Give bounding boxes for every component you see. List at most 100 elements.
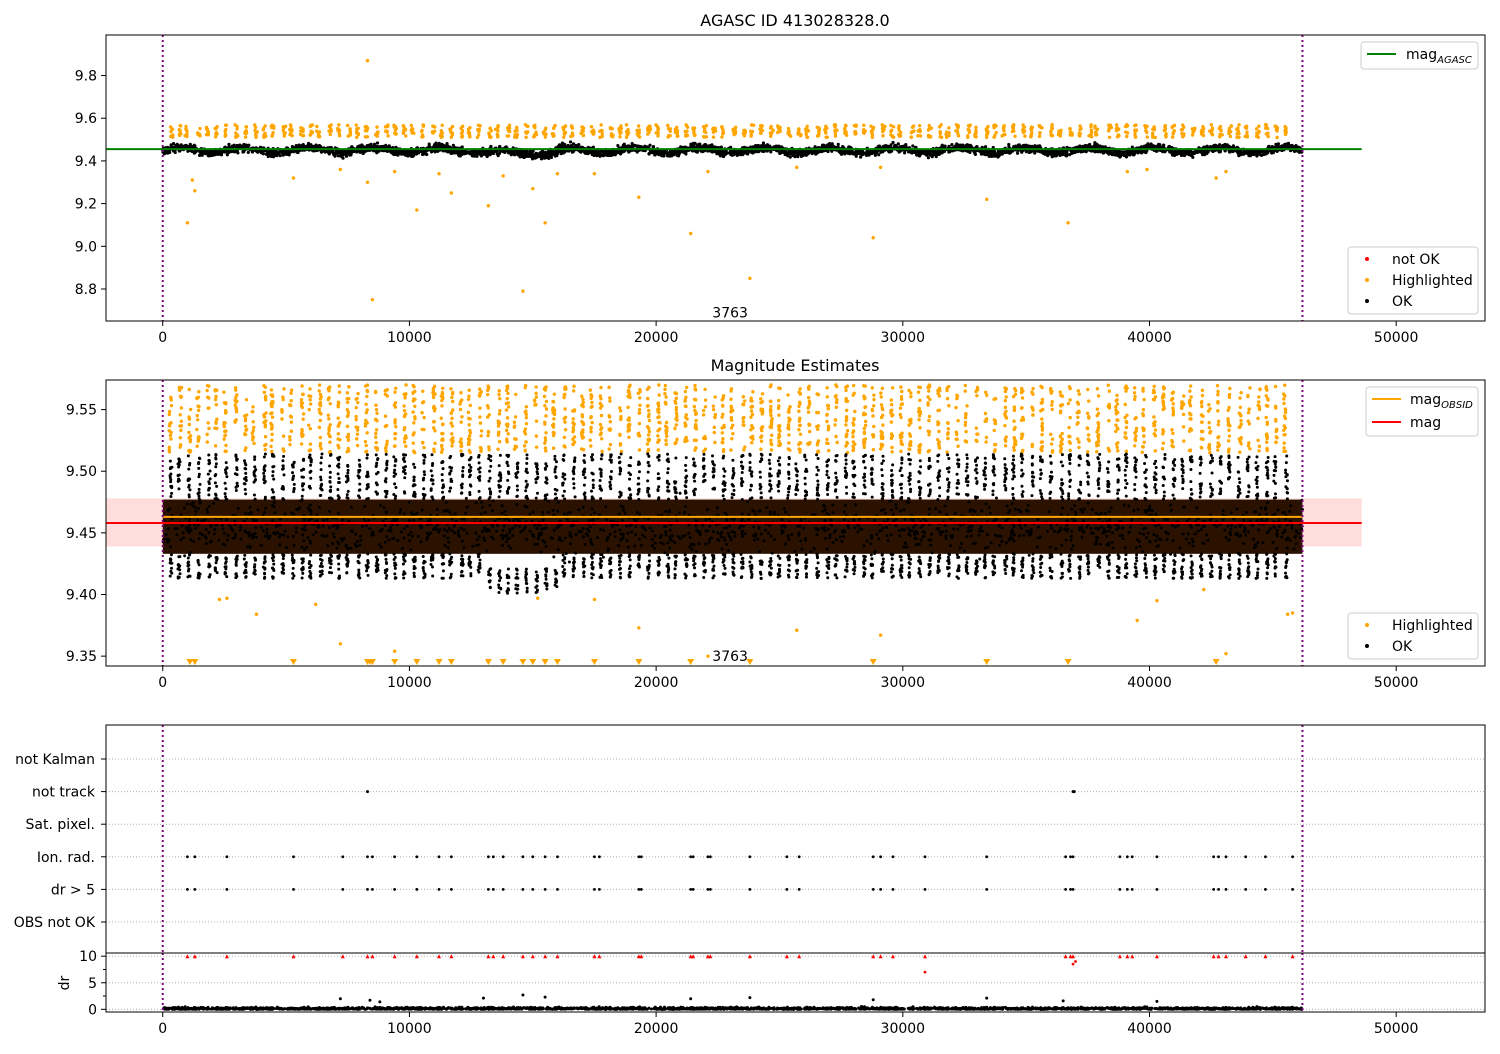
- highlighted-point: [1170, 125, 1174, 130]
- highlighted-point: [1049, 133, 1053, 137]
- highlighted-point: [992, 135, 996, 139]
- ok-point: [987, 154, 991, 158]
- highlighted-point: [466, 131, 471, 135]
- highlighted-point: [788, 134, 793, 138]
- highlighted-point: [317, 134, 322, 139]
- highlighted-point: [1058, 134, 1063, 138]
- highlighted-point: [171, 135, 175, 139]
- highlighted-point: [224, 123, 228, 127]
- highlighted-point: [1116, 133, 1120, 137]
- ok-point: [766, 145, 770, 149]
- highlighted-point: [309, 123, 313, 127]
- highlighted-point: [525, 124, 529, 128]
- ok-point: [198, 153, 202, 157]
- highlighted-point: [776, 124, 780, 128]
- ok-point: [655, 151, 659, 155]
- highlighted-point: [244, 125, 249, 129]
- highlighted-point: [966, 127, 970, 132]
- highlighted-point: [600, 132, 604, 136]
- highlighted-point: [534, 130, 538, 134]
- highlighted-point: [1227, 126, 1232, 131]
- highlighted-point: [636, 133, 640, 138]
- ok-point: [719, 145, 723, 149]
- ok-point: [588, 151, 593, 155]
- highlighted-point: [984, 135, 989, 140]
- highlighted-point: [496, 135, 500, 139]
- highlighted-point: [1170, 135, 1175, 139]
- highlighted-point: [1049, 129, 1053, 134]
- highlighted-point: [551, 134, 555, 138]
- highlighted-point: [513, 129, 517, 133]
- highlighted-point: [214, 127, 218, 131]
- ok-point: [171, 142, 176, 146]
- highlighted-point: [223, 129, 227, 134]
- highlighted-point: [1153, 135, 1157, 140]
- highlighted-point: [666, 123, 670, 128]
- highlighted-point: [1273, 124, 1277, 128]
- highlighted-point: [1224, 169, 1228, 174]
- highlighted-point: [1181, 125, 1186, 130]
- highlighted-point: [348, 128, 352, 133]
- highlighted-point: [466, 127, 471, 131]
- ok-point: [1158, 143, 1162, 147]
- highlighted-point: [555, 172, 560, 176]
- highlighted-point: [1037, 123, 1041, 128]
- highlighted-point: [196, 132, 200, 136]
- highlighted-point: [1094, 130, 1098, 134]
- ok-point: [427, 142, 431, 146]
- highlighted-point: [1114, 128, 1119, 133]
- highlighted-point: [891, 135, 896, 139]
- ok-point: [956, 143, 960, 147]
- highlighted-point: [749, 133, 753, 137]
- highlighted-point: [768, 131, 773, 135]
- highlighted-point: [386, 123, 390, 127]
- highlighted-point: [844, 133, 849, 137]
- ok-point: [750, 149, 754, 153]
- highlighted-point: [759, 126, 763, 130]
- highlighted-point: [702, 135, 706, 139]
- ok-point: [566, 144, 570, 148]
- ok-point: [739, 153, 743, 157]
- highlighted-point: [1256, 132, 1260, 136]
- highlighted-point: [973, 134, 977, 138]
- ok-point: [457, 153, 461, 157]
- ok-point: [478, 152, 482, 156]
- ok-point: [867, 150, 871, 155]
- highlighted-point: [676, 134, 680, 138]
- highlighted-point: [599, 123, 603, 127]
- ok-point: [577, 143, 581, 147]
- highlighted-point: [898, 130, 903, 135]
- highlighted-point: [1107, 135, 1112, 139]
- ok-point: [932, 152, 936, 156]
- highlighted-point: [853, 131, 858, 136]
- ok-point: [718, 153, 722, 157]
- ok-point: [1214, 144, 1218, 148]
- highlighted-point: [571, 133, 575, 137]
- ok-point: [902, 151, 907, 155]
- highlighted-point: [668, 133, 672, 138]
- highlighted-point: [531, 186, 535, 191]
- highlighted-point: [1133, 135, 1138, 139]
- highlighted-point: [675, 129, 680, 133]
- ok-point: [269, 151, 274, 155]
- highlighted-point: [878, 165, 883, 170]
- highlighted-point: [974, 128, 978, 133]
- ok-point: [1015, 151, 1020, 155]
- highlighted-point: [235, 127, 239, 131]
- highlighted-point: [1172, 123, 1177, 128]
- highlighted-point: [505, 134, 509, 138]
- highlighted-point: [799, 133, 803, 137]
- ok-point: [710, 143, 714, 147]
- highlighted-point: [1050, 125, 1054, 129]
- highlighted-point: [1123, 124, 1128, 129]
- highlighted-point: [262, 133, 266, 137]
- highlighted-point: [918, 129, 922, 134]
- highlighted-point: [947, 134, 951, 138]
- highlighted-point: [883, 124, 887, 129]
- ok-point: [237, 144, 241, 148]
- highlighted-point: [543, 221, 547, 225]
- highlighted-point: [592, 172, 597, 176]
- highlighted-point: [1191, 130, 1195, 134]
- highlighted-point: [916, 134, 920, 138]
- highlighted-point: [1228, 134, 1233, 139]
